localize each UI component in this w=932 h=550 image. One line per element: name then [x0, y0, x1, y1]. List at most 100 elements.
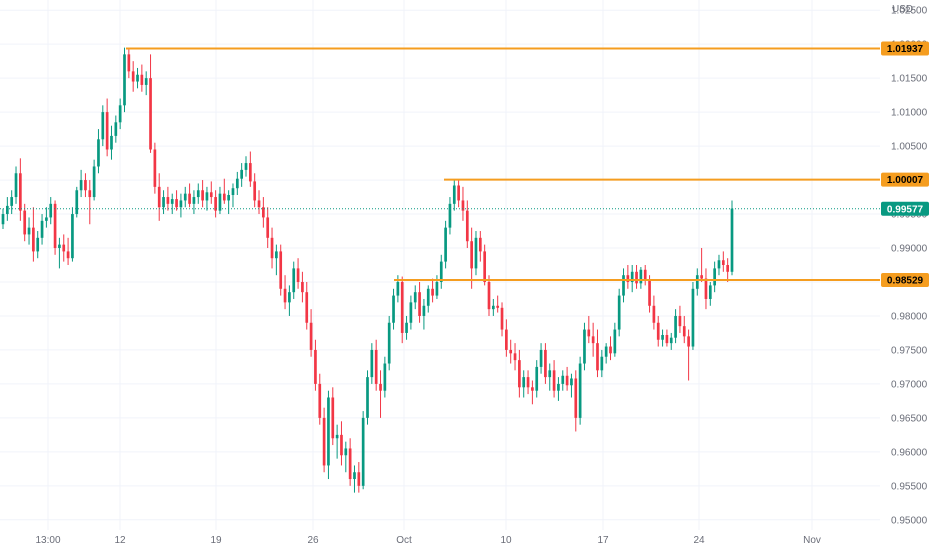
- x-tick-label: Oct: [396, 535, 412, 546]
- level-price-tag: [881, 273, 929, 288]
- candle-body: [578, 363, 582, 418]
- candle-body: [188, 193, 191, 204]
- candle-body: [322, 417, 326, 466]
- candle-body: [704, 278, 708, 299]
- candle-body: [565, 375, 569, 386]
- candle-body: [465, 210, 469, 242]
- level-price-tag-label: 1.01937: [887, 44, 924, 55]
- candle-body: [418, 292, 421, 316]
- candle-body: [92, 166, 96, 198]
- candle-body: [617, 295, 621, 330]
- candle-body: [392, 295, 395, 323]
- candle-body: [23, 210, 27, 235]
- candle-body: [292, 268, 296, 293]
- candle-body: [153, 149, 157, 187]
- x-tick-label: 13:00: [35, 535, 60, 546]
- candle-body: [661, 334, 664, 340]
- candle-body: [244, 163, 248, 170]
- candle-body: [548, 370, 552, 378]
- candle-body: [652, 305, 656, 323]
- level-price-tag-label: 1.00007: [887, 175, 924, 186]
- current-price-tag-label: 0.99577: [887, 204, 924, 215]
- candle-body: [400, 281, 404, 333]
- candle-body: [266, 217, 270, 238]
- candle-body: [305, 292, 309, 323]
- candle-body: [318, 383, 322, 418]
- candle-body: [357, 472, 361, 486]
- candle-body: [613, 329, 617, 354]
- candle-body: [522, 377, 526, 388]
- candle-body: [387, 322, 391, 364]
- candle-body: [439, 261, 443, 282]
- candle-body: [413, 292, 417, 303]
- candle-body: [574, 378, 578, 418]
- candle-body: [665, 334, 669, 344]
- candle-body: [630, 271, 634, 282]
- candle-body: [105, 112, 109, 150]
- candle-body: [75, 190, 79, 215]
- candle-body: [626, 275, 630, 282]
- candle-body: [448, 203, 452, 228]
- candle-body: [544, 349, 547, 378]
- candle-body: [19, 173, 22, 211]
- candle-body: [422, 305, 426, 316]
- candle-body: [5, 205, 9, 215]
- level-price-tag: [881, 172, 929, 187]
- candle-body: [496, 305, 500, 308]
- candle-body: [283, 288, 287, 303]
- candle-body: [53, 203, 57, 249]
- candle-body: [600, 356, 604, 371]
- candle-body: [622, 275, 625, 296]
- candle-body: [201, 190, 204, 201]
- candle-body: [474, 237, 478, 269]
- candle-body: [379, 383, 382, 391]
- candle-body: [513, 353, 517, 361]
- candle-body: [340, 434, 343, 456]
- candle-body: [331, 397, 335, 439]
- candle-body: [97, 139, 100, 167]
- candle-body: [370, 349, 374, 378]
- x-tick-label: 12: [114, 535, 126, 546]
- candle-body: [552, 370, 556, 391]
- candle-body: [209, 192, 213, 198]
- candle-body: [539, 349, 543, 367]
- candle-body: [131, 71, 135, 82]
- candle-body: [444, 227, 447, 262]
- candle-body: [435, 281, 439, 296]
- candle-body: [561, 375, 565, 384]
- candle-body: [500, 307, 504, 330]
- y-tick-label: 0.95500: [891, 481, 928, 492]
- candle-body: [170, 199, 174, 204]
- candle-body: [110, 135, 113, 150]
- candle-body: [192, 197, 196, 204]
- x-tick-label: 10: [500, 535, 512, 546]
- candle-body: [348, 448, 352, 480]
- candle-body: [518, 360, 521, 388]
- candle-body: [700, 275, 703, 279]
- time-axis[interactable]: 13:00 12 19 26 Oct 10 17 24 Nov: [35, 535, 820, 546]
- candle-body: [183, 193, 187, 201]
- candle-body: [166, 197, 170, 204]
- x-tick-label: 17: [597, 535, 609, 546]
- candle-body: [335, 434, 339, 439]
- candle-body: [66, 251, 70, 259]
- candle-body: [726, 265, 730, 272]
- candle-body: [678, 315, 682, 327]
- candle-body: [452, 185, 456, 204]
- candle-body: [136, 74, 139, 82]
- candle-body: [461, 200, 465, 211]
- candle-body: [470, 241, 473, 269]
- candle-body: [179, 200, 183, 208]
- candle-body: [10, 197, 14, 206]
- candle-body: [674, 315, 677, 338]
- candle-body: [27, 227, 31, 235]
- candle-body: [457, 185, 460, 201]
- grid: [0, 0, 880, 530]
- candle-body: [505, 329, 508, 350]
- candle-body: [366, 377, 369, 418]
- candle-body: [162, 197, 165, 208]
- y-tick-label: 1.01000: [891, 108, 928, 119]
- candle-body: [1, 214, 5, 225]
